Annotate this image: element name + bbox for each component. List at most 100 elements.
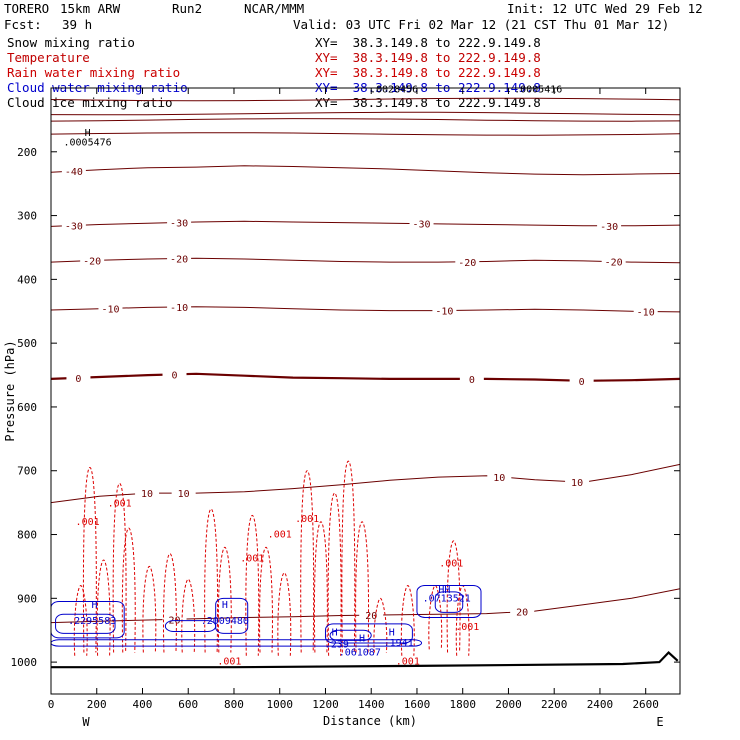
isotherm-label-bg <box>633 305 658 317</box>
max-marker: H <box>359 634 365 645</box>
y-tick-label: 300 <box>17 210 37 223</box>
isotherm-label-bg <box>167 252 192 264</box>
rain-contour <box>373 597 388 653</box>
isotherm-label-bg <box>597 219 622 231</box>
x-tick-label: 800 <box>224 698 244 711</box>
rain-contour <box>73 585 88 656</box>
max-marker: H <box>332 627 338 638</box>
contour-value-label: .0713521 <box>423 594 471 605</box>
isotherm-label-bg <box>601 255 626 267</box>
isotherm-line <box>50 257 681 264</box>
contour-value-label: .2295583 <box>68 616 116 627</box>
isotherm-label: 10 <box>493 473 505 484</box>
isotherm-label: -30 <box>65 222 83 233</box>
x-tick-label: 400 <box>133 698 153 711</box>
rain-contour <box>428 585 443 650</box>
isotherm-label: 10 <box>571 478 583 489</box>
x-tick-label: 2400 <box>587 698 614 711</box>
y-tick-label: 500 <box>17 337 37 350</box>
x-tick-label: 2200 <box>541 698 568 711</box>
cloud-water-contour <box>416 585 482 618</box>
rain-contour <box>121 527 136 653</box>
max-marker: HH <box>438 585 450 596</box>
header-fcst-label: Fcst: <box>4 17 42 32</box>
isotherm-line <box>50 132 681 136</box>
isotherm-label: -30 <box>413 220 431 231</box>
rain-contour <box>300 470 315 653</box>
isotherm-label-bg <box>171 487 196 499</box>
x-tick-label: 1400 <box>358 698 385 711</box>
isotherm-label-bg <box>455 255 480 267</box>
contour-value-label: .061087 <box>339 648 381 659</box>
isotherm-label: -20 <box>605 258 623 269</box>
y-tick-label: 700 <box>17 465 37 478</box>
x-tick-label: 0 <box>48 698 55 711</box>
contour-value-label: .1941 <box>384 638 414 649</box>
isotherm-label: 0 <box>75 374 81 385</box>
isotherm-label: -10 <box>101 304 119 315</box>
y-tick-label: 200 <box>17 146 37 159</box>
legend-temperature-xy: XY= 38.3.149.8 to 222.9.149.8 <box>315 50 541 65</box>
rain-contour <box>313 521 328 653</box>
max-marker: H <box>222 600 228 611</box>
isotherm-label-bg <box>167 301 192 313</box>
contour-value-label: .0005476 <box>64 137 112 148</box>
isotherm-label-bg <box>61 164 86 176</box>
max-marker: H <box>85 128 91 139</box>
cloud-water-contour <box>215 597 249 634</box>
plot-frame <box>50 87 681 695</box>
isotherm-label: -40 <box>65 167 83 178</box>
contour-value-label: .001 <box>295 514 319 525</box>
contour-value-label: .001 <box>268 530 292 541</box>
y-tick-label: 1000 <box>11 656 38 669</box>
legend-temperature-label: Temperature <box>7 50 90 65</box>
y-tick-label: 600 <box>17 401 37 414</box>
header-resolution: 15km ARW <box>60 1 121 16</box>
contour-value-label: .001 <box>240 553 264 564</box>
x-tick-label: 2000 <box>495 698 522 711</box>
x-end-right-label: E <box>656 715 663 729</box>
isotherm-label-bg <box>432 304 457 316</box>
isotherm-label-bg <box>409 217 434 229</box>
isotherm-label: -20 <box>458 258 476 269</box>
isotherm-line <box>50 306 681 313</box>
rain-contour <box>82 467 97 653</box>
header-valid: Valid: 03 UTC Fri 02 Mar 12 (21 CST Thu … <box>293 17 670 32</box>
isotherm-label-bg <box>98 302 123 314</box>
x-tick-label: 1600 <box>404 698 431 711</box>
isotherm-label: 0 <box>171 370 177 381</box>
rain-contour <box>204 508 219 653</box>
isotherm-line <box>50 118 681 122</box>
header-model: TORERO <box>4 1 50 16</box>
contour-value-label: .001 <box>439 558 463 569</box>
contour-value-label: .239 <box>325 639 349 650</box>
contour-value-label: .2009480 <box>201 616 249 627</box>
isotherm-label-bg <box>359 609 384 621</box>
max-marker: H <box>389 627 395 638</box>
x-tick-label: 2600 <box>632 698 659 711</box>
cloud-water-contour <box>324 623 413 644</box>
rain-contour <box>245 514 260 656</box>
isotherm-line <box>50 111 681 116</box>
rain-contour <box>341 460 356 653</box>
isotherm-label-bg <box>569 374 594 386</box>
rain-contour <box>142 565 157 653</box>
header-fcst-value: 39 h <box>62 17 93 32</box>
legend-rain-label: Rain water mixing ratio <box>7 65 181 80</box>
isotherm-label: 0 <box>579 377 585 388</box>
isotherm-label-bg <box>135 487 160 499</box>
isotherm-line <box>50 97 681 102</box>
contour-value-label: .001 <box>108 498 132 509</box>
isotherm-label-bg <box>565 475 590 487</box>
terrain-line <box>51 650 679 669</box>
isotherm-label: -10 <box>170 303 188 314</box>
isotherm-label-bg <box>80 254 105 266</box>
rain-contour <box>96 559 111 656</box>
contour-value-label: .0028456 <box>370 84 418 95</box>
x-tick-label: 1200 <box>312 698 339 711</box>
rain-contour <box>355 521 370 653</box>
cloud-water-contour <box>329 629 372 641</box>
y-tick-label: 800 <box>17 529 37 542</box>
isotherm-label: -10 <box>637 307 655 318</box>
